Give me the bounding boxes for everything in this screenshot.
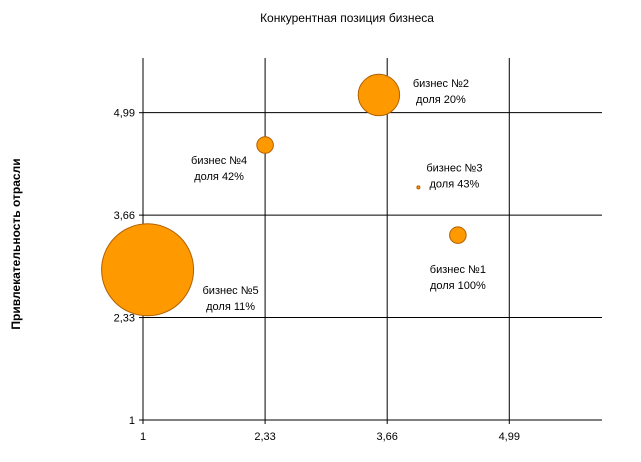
x-tick-label: 2,33: [254, 431, 275, 443]
y-tick-label: 2,33: [114, 313, 135, 325]
bubble: [101, 223, 195, 317]
bubble-label-share: доля 100%: [430, 280, 486, 292]
plot-area: 1 2,33 3,66 4,99 1 2,33 3,66 4,99 бизнес №1 доля …: [101, 58, 602, 443]
bubble: [357, 73, 401, 117]
chart-title: Конкурентная позиция бизнеса: [260, 11, 434, 25]
y-tick-label: 3,66: [114, 210, 135, 222]
bubble-label-share: доля 20%: [416, 94, 466, 106]
bubble-label-name: бизнес №4: [191, 155, 247, 167]
bubble: [256, 136, 274, 154]
y-tick-label: 1: [129, 415, 135, 427]
x-tick-label: 3,66: [376, 431, 397, 443]
y-tick-label: 4,99: [114, 108, 135, 120]
bubble: [416, 185, 421, 190]
y-axis-label: Привлекательность отрасли: [9, 158, 23, 329]
bubble-label-name: бизнес №5: [203, 285, 259, 297]
x-tick-label: 4,99: [499, 431, 520, 443]
bubble-label-name: бизнес №3: [426, 162, 482, 174]
x-tick-label: 1: [140, 431, 146, 443]
bubble-label-share: доля 11%: [206, 301, 255, 313]
bubble-label-name: бизнес №1: [430, 264, 486, 276]
bubble-label-name: бизнес №2: [413, 78, 469, 90]
bubble-label-share: доля 42%: [194, 171, 244, 183]
bubble: [449, 226, 467, 244]
bubble-label-share: доля 43%: [430, 178, 480, 190]
